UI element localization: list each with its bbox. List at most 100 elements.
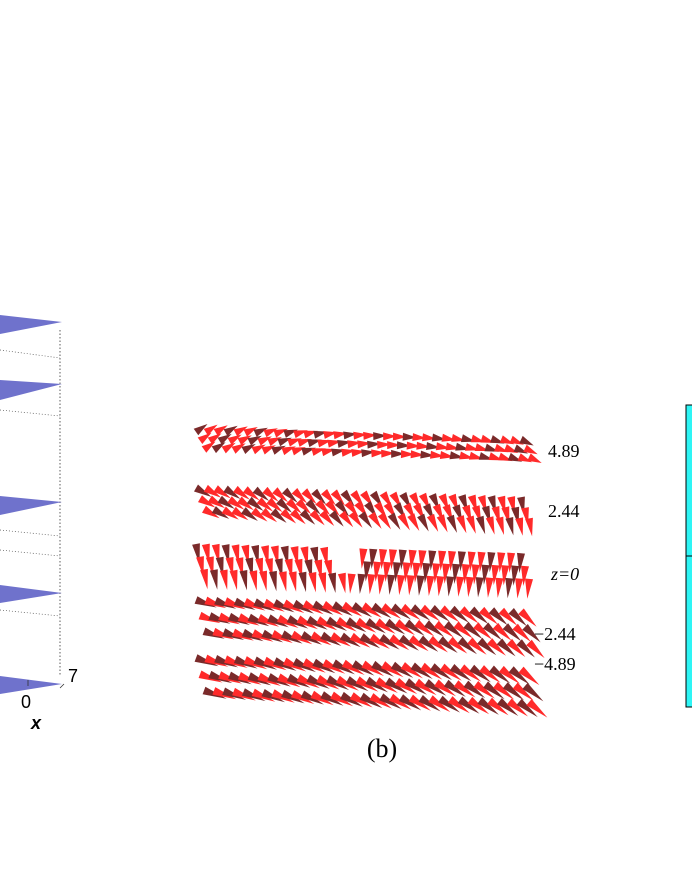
cone — [213, 425, 228, 436]
cone — [469, 606, 489, 624]
cone-layers — [192, 424, 548, 718]
cone — [246, 496, 264, 511]
cone — [201, 441, 216, 453]
cone — [202, 505, 220, 519]
cone — [453, 621, 473, 639]
cone — [416, 441, 431, 450]
cone — [487, 552, 496, 573]
cone — [329, 510, 344, 527]
plane-2 — [0, 380, 62, 400]
cone — [318, 572, 327, 593]
cone — [459, 606, 479, 624]
cone — [508, 608, 527, 627]
cone — [299, 509, 316, 525]
cone — [394, 619, 415, 636]
cone — [200, 568, 208, 590]
cone — [515, 517, 524, 536]
cone — [233, 485, 250, 500]
cone — [527, 453, 542, 463]
cone — [367, 574, 376, 595]
cone — [496, 638, 516, 657]
cone — [467, 696, 490, 715]
cone — [211, 442, 226, 454]
cone — [379, 549, 388, 570]
cone — [426, 575, 435, 596]
cone — [492, 622, 512, 641]
cone — [247, 435, 262, 446]
cone — [281, 487, 298, 503]
cone — [400, 603, 421, 621]
cone — [516, 639, 535, 658]
cone — [447, 696, 470, 714]
cone — [408, 635, 429, 652]
cone — [387, 441, 402, 450]
cone — [398, 634, 419, 651]
cone — [351, 602, 373, 618]
cone — [377, 512, 391, 530]
cone — [493, 681, 515, 700]
plane-5 — [0, 676, 62, 694]
cone — [295, 498, 312, 515]
cone-layer-5 — [194, 654, 548, 718]
cone — [483, 681, 505, 700]
cone — [400, 662, 423, 679]
cone — [463, 621, 483, 640]
cone — [408, 549, 417, 571]
cone — [453, 680, 476, 698]
cone — [221, 442, 236, 454]
cone — [508, 666, 530, 685]
cone — [369, 633, 390, 649]
cone — [373, 432, 388, 441]
cone — [482, 622, 502, 641]
cone — [517, 552, 525, 574]
cone — [471, 564, 480, 585]
cone — [379, 693, 402, 710]
x-tick-7 — [59, 683, 65, 689]
layer-label-2: 2.44 — [548, 501, 580, 521]
cone — [521, 565, 529, 586]
layer-label-5: −4.89 — [534, 654, 576, 674]
cone — [502, 623, 522, 642]
cone — [430, 663, 453, 681]
cone — [381, 661, 404, 678]
cone — [348, 511, 363, 528]
cone — [375, 677, 398, 693]
cone — [397, 574, 405, 596]
cone — [418, 635, 439, 652]
cone — [337, 572, 346, 594]
cone — [359, 633, 381, 649]
cone — [457, 637, 477, 655]
cone — [473, 681, 495, 699]
cone — [420, 662, 443, 680]
x-axis-label: x — [30, 713, 42, 733]
cone — [495, 516, 504, 535]
cone — [448, 550, 456, 572]
cone — [466, 515, 476, 534]
cone — [363, 431, 378, 440]
cone — [237, 435, 252, 446]
cone — [393, 562, 401, 583]
left-grid-lines — [0, 349, 61, 617]
cone — [512, 623, 531, 642]
x-tick-label-7: 7 — [68, 666, 78, 686]
cone — [251, 444, 266, 455]
cone — [481, 564, 490, 585]
cone — [488, 607, 508, 626]
cone — [467, 637, 487, 655]
cone-layer-1 — [193, 424, 542, 463]
cone — [463, 680, 486, 699]
cone — [487, 697, 509, 716]
cone — [384, 618, 406, 635]
cone — [506, 638, 526, 657]
cone — [289, 508, 306, 525]
cone — [272, 487, 289, 503]
cone — [491, 564, 500, 586]
cone — [207, 495, 226, 509]
cone — [477, 697, 499, 715]
cone — [203, 424, 218, 436]
cone — [259, 570, 267, 591]
cone — [469, 664, 491, 683]
cone — [278, 571, 287, 592]
cone — [252, 486, 270, 501]
